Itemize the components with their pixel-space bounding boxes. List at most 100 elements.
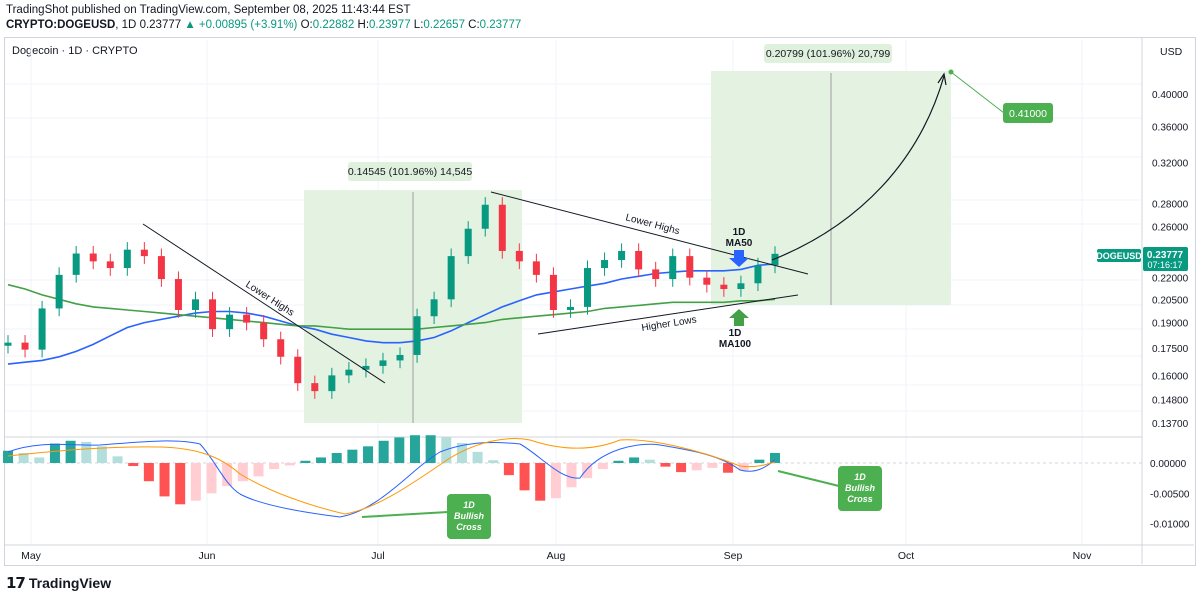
candle-body — [584, 268, 592, 307]
target-label: 0.41000 — [1009, 108, 1047, 120]
target-badge — [1003, 103, 1053, 123]
candle-body — [771, 253, 779, 266]
box1-label: 0.14545 (101.96%) 14,545 — [348, 166, 473, 178]
candle-body — [55, 274, 63, 309]
target-leader — [950, 71, 1005, 114]
candle-body — [498, 204, 506, 251]
macd-line — [7, 440, 776, 518]
macd-bar — [316, 457, 327, 463]
macd-bar — [613, 460, 624, 463]
symbol-tag-label: DOGEUSD — [1096, 251, 1142, 261]
macd-bar — [754, 459, 765, 463]
close-value: 0.23777 — [479, 19, 522, 31]
symbol[interactable]: CRYPTO:DOGEUSD — [6, 19, 116, 31]
macd-bar — [660, 463, 671, 467]
macd-bar — [331, 453, 342, 463]
trendline-lower-highs-1[interactable] — [142, 223, 386, 384]
cross1-line1: 1D — [463, 500, 475, 510]
macd-bar — [644, 459, 655, 463]
candle-body — [209, 299, 217, 330]
candle-body — [21, 342, 29, 350]
candle-body — [89, 253, 97, 262]
interval[interactable]: 1D — [121, 19, 137, 31]
cross2-leader — [777, 470, 840, 487]
macd-bar — [300, 460, 311, 463]
macd-bar — [237, 463, 248, 482]
macd-bar — [81, 441, 92, 463]
trendline-higher-lows[interactable] — [537, 294, 799, 335]
candle-body — [260, 322, 268, 340]
cross1-line2: Bullish — [454, 511, 485, 521]
macd-bar — [190, 463, 201, 501]
price-tick-label: 0.20500 — [1152, 295, 1189, 306]
candle-body — [277, 339, 285, 357]
macd-bar — [519, 463, 530, 491]
candle-body — [396, 354, 404, 361]
macd-bar — [96, 446, 107, 463]
time-tick-label: Nov — [1073, 550, 1092, 562]
macd-bar — [49, 443, 60, 463]
close-label: C: — [468, 19, 480, 31]
macd-bar — [770, 453, 780, 463]
macd-bar — [550, 463, 561, 499]
candle-body — [311, 383, 319, 392]
price-tick-label: 0.14800 — [1152, 395, 1189, 406]
macd-bar — [363, 446, 374, 463]
ma50-line — [7, 263, 776, 365]
price-change: ▲ +0.00895 (+3.91%) — [184, 19, 298, 31]
candle-body — [549, 274, 557, 310]
cross1-leader — [361, 511, 449, 518]
ma50-label: MA50 — [726, 238, 753, 249]
macd-bar — [723, 463, 734, 473]
ma100-label: MA100 — [719, 339, 752, 350]
candle-body — [447, 256, 455, 300]
macd-bar — [112, 456, 123, 463]
macd-tick-label: 0.00000 — [1150, 459, 1187, 470]
macd-bar — [472, 451, 483, 463]
candle-body — [294, 356, 302, 384]
publisher-line: TradingShot published on TradingView.com… — [6, 4, 411, 16]
candle-body — [635, 250, 643, 270]
candle-body — [379, 360, 387, 366]
time-axis-ticks: May Jun Jul Aug Sep Oct Nov — [21, 550, 1092, 562]
moving-averages — [7, 263, 776, 365]
price-tick-label: 0.13700 — [1152, 419, 1189, 430]
low-value: 0.22657 — [423, 19, 465, 31]
candle-body — [669, 256, 677, 280]
time-tick-label: Jun — [199, 550, 216, 562]
candle-body — [123, 249, 131, 269]
cross2-line3: Cross — [847, 494, 873, 504]
price-tick-label: 0.32000 — [1152, 159, 1189, 170]
ma100-arrow-icon — [729, 309, 749, 326]
macd-bar — [409, 435, 420, 463]
price-tick-label: 0.22000 — [1152, 274, 1189, 285]
price-tick-label: 0.19000 — [1152, 319, 1189, 330]
macd-tick-label: -0.00500 — [1150, 489, 1190, 500]
price-axis-currency[interactable]: USD — [1160, 46, 1183, 58]
trendline-lower-highs-2[interactable] — [490, 191, 809, 275]
price-tick-label: 0.17500 — [1152, 344, 1189, 355]
cross2-line1: 1D — [854, 472, 866, 482]
ma100-line — [7, 283, 776, 330]
macd-bar — [159, 463, 170, 497]
last-price: 0.23777 — [139, 19, 182, 31]
candle-body — [140, 249, 148, 257]
ma50-arrow-icon — [729, 250, 749, 267]
macd-bar — [535, 463, 546, 501]
lower-highs-label-1: Lower Highs — [243, 279, 296, 319]
candles — [4, 197, 779, 399]
macd-bar — [394, 437, 405, 463]
price-tick-label: 0.16000 — [1152, 371, 1189, 382]
macd-bar — [378, 440, 389, 463]
macd-bar — [128, 463, 139, 467]
brand[interactable]: 𝟭𝟳 TradingView — [6, 574, 111, 592]
projection-arc — [771, 75, 945, 261]
high-value: 0.23977 — [369, 19, 411, 31]
candle-body — [481, 204, 489, 229]
candle-body — [157, 256, 165, 280]
candle-body — [566, 306, 574, 310]
price-tick-label: 0.40000 — [1152, 90, 1189, 101]
projection-arc-arrowhead — [937, 72, 947, 86]
macd-bar — [566, 463, 577, 488]
